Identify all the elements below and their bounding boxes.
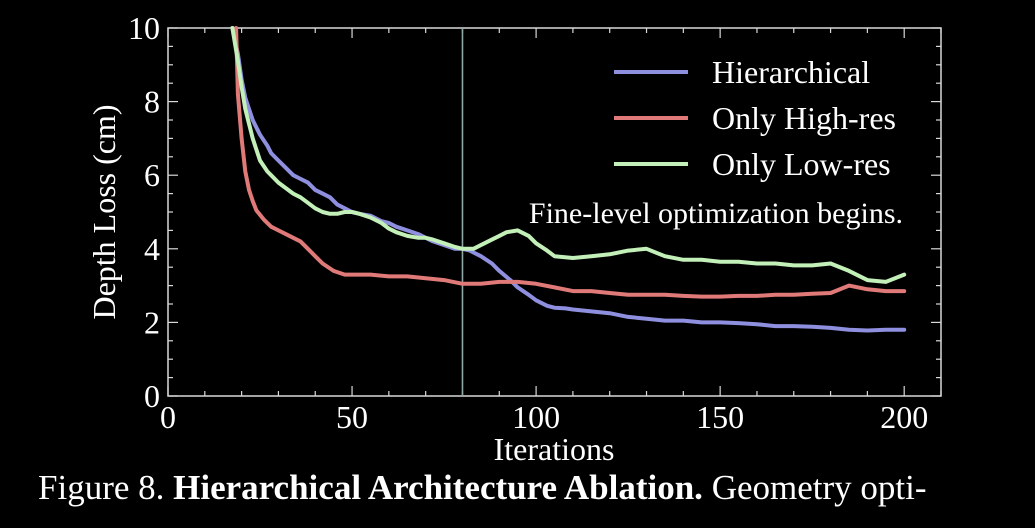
x-tick-label: 100	[512, 399, 560, 435]
series-lines	[230, 26, 907, 333]
figure-caption: Figure 8. Hierarchical Architecture Abla…	[38, 468, 1028, 508]
x-tick-label: 50	[336, 399, 368, 435]
legend-label: Hierarchical	[712, 54, 870, 90]
y-tick-label: 6	[144, 157, 160, 193]
axis-tick-labels: 0 50 100 150 200 0 2 4 6 8 10	[128, 10, 928, 435]
caption-prefix: Figure 8.	[38, 468, 174, 507]
y-tick-label: 4	[144, 231, 160, 267]
legend-label: Only High-res	[712, 100, 896, 136]
fine-level-annotation: Fine-level optimization begins.	[529, 197, 903, 230]
series-line-only-low-res	[230, 26, 907, 284]
legend-label: Only Low-res	[712, 146, 891, 182]
caption-text: Geometry opti-	[702, 468, 927, 507]
x-tick-label: 200	[880, 399, 928, 435]
axis-ticks	[167, 27, 942, 397]
depth-loss-chart: 0 50 100 150 200 0 2 4 6 8 10 Fine-level optimizat…	[86, 10, 942, 467]
x-tick-label: 150	[696, 399, 744, 435]
legend: Hierarchical Only High-res Only Low-res	[614, 54, 896, 182]
y-axis-label: Depth Loss (cm)	[86, 104, 122, 319]
caption-bold-title: Hierarchical Architecture Ablation.	[173, 468, 703, 507]
x-tick-label: 0	[160, 399, 176, 435]
y-tick-label: 10	[128, 10, 160, 46]
y-tick-label: 8	[144, 84, 160, 120]
series-line-only-high-res	[234, 26, 907, 299]
x-axis-label: Iterations	[494, 431, 615, 467]
y-tick-label: 0	[144, 378, 160, 414]
y-tick-label: 2	[144, 304, 160, 340]
